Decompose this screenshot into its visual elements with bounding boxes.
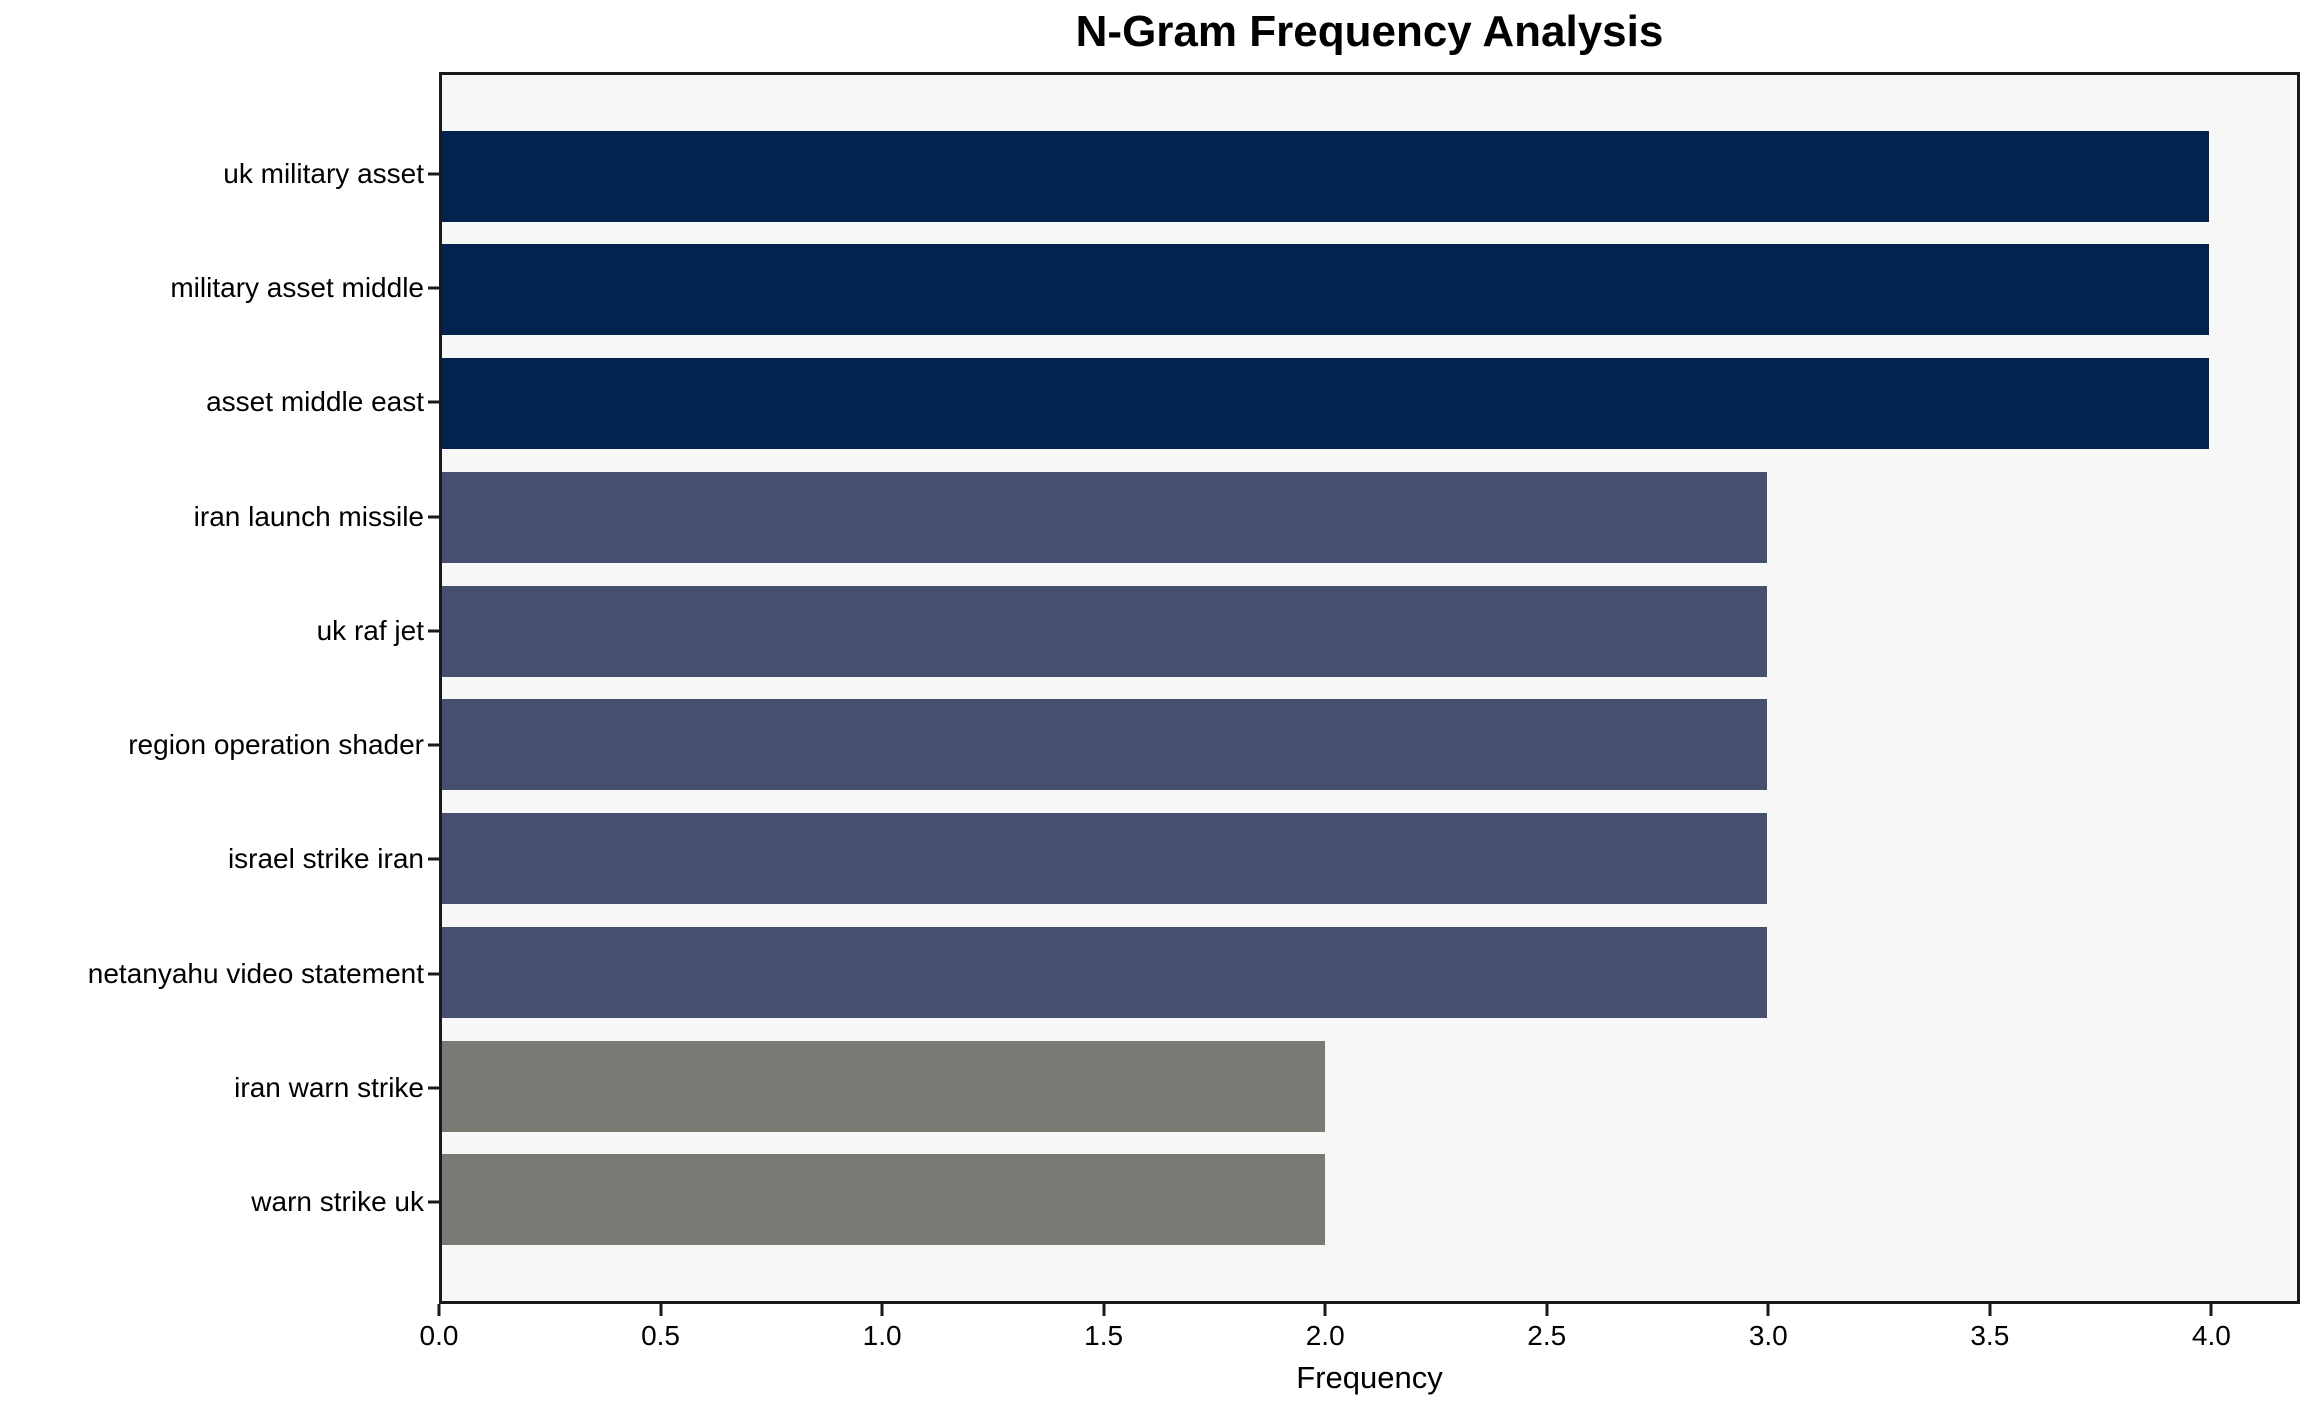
x-tickmark bbox=[1766, 1304, 1770, 1316]
y-tickmark bbox=[428, 857, 440, 861]
x-tickmark bbox=[1988, 1304, 1992, 1316]
x-tickmark bbox=[1102, 1304, 1106, 1316]
x-tickmark bbox=[880, 1304, 884, 1316]
y-tickmark bbox=[428, 1086, 440, 1090]
chart-title: N-Gram Frequency Analysis bbox=[1075, 7, 1664, 56]
y-tick-label: region operation shader bbox=[128, 729, 424, 761]
y-tick-label: iran launch missile bbox=[193, 500, 424, 532]
y-tick-label: netanyahu video statement bbox=[87, 957, 424, 989]
bar bbox=[442, 585, 1767, 677]
y-tickmark bbox=[428, 743, 440, 747]
bar bbox=[442, 1154, 1326, 1246]
x-tickmark bbox=[659, 1304, 663, 1316]
bar bbox=[442, 1040, 1326, 1132]
y-tickmark bbox=[428, 172, 440, 176]
x-tickmark bbox=[1545, 1304, 1549, 1316]
x-tickmark bbox=[437, 1304, 441, 1316]
y-tickmark bbox=[428, 286, 440, 290]
y-tick-label: military asset middle bbox=[170, 272, 424, 303]
bar bbox=[442, 358, 2209, 450]
y-axis-tickmarks bbox=[428, 72, 440, 1304]
plot-area bbox=[439, 72, 2300, 1304]
bar bbox=[442, 813, 1767, 905]
y-tickmark bbox=[428, 1200, 440, 1204]
bar bbox=[442, 130, 2209, 222]
y-tickmark bbox=[428, 400, 440, 404]
x-tick-label: 3.0 bbox=[1748, 1320, 1788, 1351]
y-tick-label: israel strike iran bbox=[227, 843, 424, 875]
x-axis-tickmarks bbox=[437, 1304, 2300, 1316]
x-tick-label: 0.5 bbox=[641, 1320, 681, 1351]
y-tick-label: warn strike uk bbox=[251, 1186, 424, 1218]
y-tickmark bbox=[428, 972, 440, 976]
x-tick-label: 2.5 bbox=[1527, 1320, 1567, 1351]
x-tick-label: 3.5 bbox=[1970, 1320, 2010, 1351]
y-tickmark bbox=[428, 629, 440, 633]
y-tick-label: uk raf jet bbox=[316, 614, 424, 646]
y-tickmark bbox=[428, 515, 440, 519]
bar bbox=[442, 244, 2209, 336]
x-tick-label: 1.5 bbox=[1084, 1320, 1124, 1351]
bar bbox=[442, 926, 1767, 1018]
x-tick-label: 1.0 bbox=[862, 1320, 902, 1351]
y-tick-label: iran warn strike bbox=[234, 1072, 424, 1103]
x-tickmark bbox=[1323, 1304, 1327, 1316]
bar bbox=[442, 471, 1767, 563]
x-tick-label: 4.0 bbox=[2191, 1320, 2231, 1351]
x-tickmark bbox=[2209, 1304, 2213, 1316]
x-axis-title: Frequency bbox=[1296, 1360, 1443, 1395]
y-axis-labels: uk military asset military asset middle as… bbox=[0, 72, 424, 1304]
y-tick-label: uk military asset bbox=[223, 157, 424, 189]
bar bbox=[442, 699, 1767, 791]
x-tick-label: 0.0 bbox=[419, 1320, 459, 1351]
x-axis-ticklabels: 0.0 0.5 1.0 1.5 2.0 2.5 3.0 3.5 4.0 bbox=[420, 1320, 2300, 1354]
y-tick-label: asset middle east bbox=[206, 386, 424, 418]
x-tick-label: 2.0 bbox=[1305, 1320, 1345, 1351]
